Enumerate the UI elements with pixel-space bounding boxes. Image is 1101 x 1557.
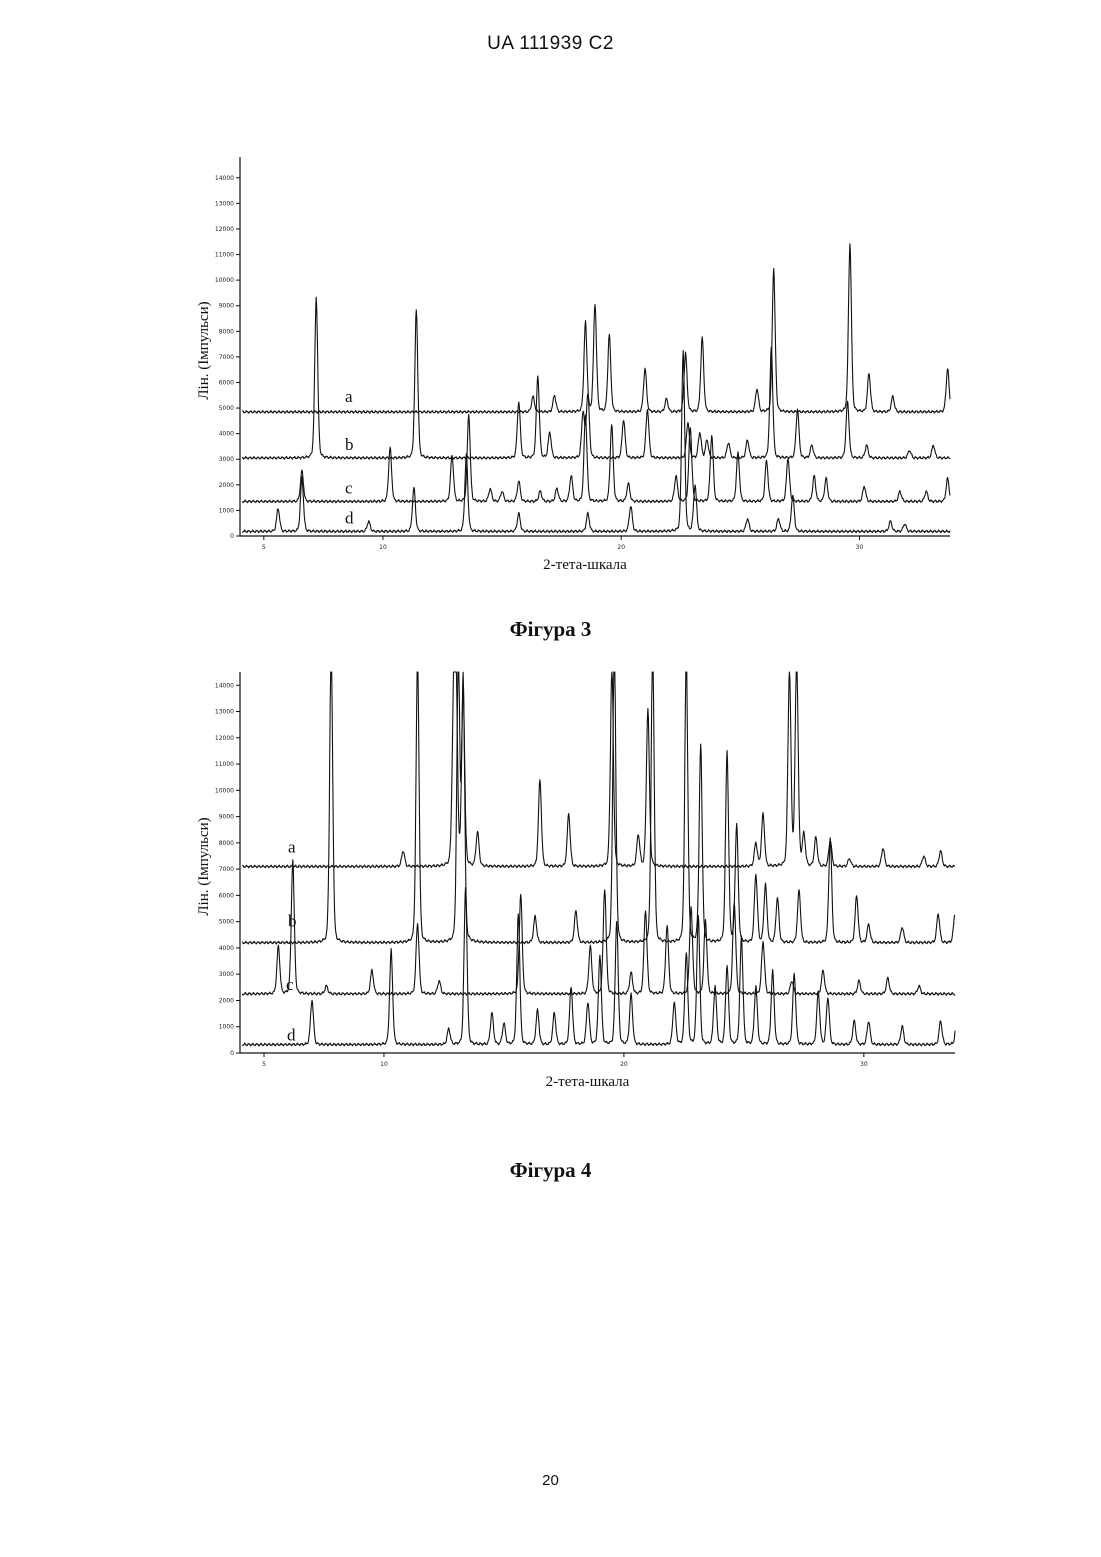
y-tick-label: 0 bbox=[230, 533, 234, 540]
y-tick-label: 1000 bbox=[219, 507, 234, 514]
y-tick-label: 5000 bbox=[219, 405, 234, 412]
y-tick-label: 14000 bbox=[215, 175, 234, 182]
series-label-d: d bbox=[287, 1026, 296, 1045]
y-tick-label: 9000 bbox=[219, 303, 234, 310]
x-tick-label: 30 bbox=[856, 544, 864, 551]
series-label-b: b bbox=[345, 435, 354, 454]
page-number: 20 bbox=[0, 1472, 1101, 1489]
x-tick-label: 5 bbox=[262, 1061, 266, 1068]
y-axis-title: Лін. (Імпульси) bbox=[196, 301, 212, 399]
y-tick-label: 11000 bbox=[215, 252, 234, 259]
series-label-c: c bbox=[286, 975, 294, 994]
x-tick-label: 5 bbox=[262, 544, 266, 551]
x-axis-title: 2-тета-шкала bbox=[543, 557, 627, 573]
y-tick-label: 13000 bbox=[215, 709, 234, 716]
document-header: UA 111939 C2 bbox=[0, 33, 1101, 55]
y-tick-label: 3000 bbox=[219, 456, 234, 463]
y-tick-label: 10000 bbox=[215, 277, 234, 284]
series-label-c: c bbox=[345, 478, 353, 497]
y-tick-label: 3000 bbox=[219, 971, 234, 978]
series-label-a: a bbox=[288, 838, 296, 857]
series-line-d bbox=[242, 888, 955, 1047]
y-tick-label: 6000 bbox=[219, 379, 234, 386]
y-tick-label: 8000 bbox=[219, 328, 234, 335]
xrd-chart-figure-4: 0 1000 2000 3000 4000 5000 6000 7000 8000 9000 100… bbox=[0, 665, 1101, 1135]
y-tick-label: 12000 bbox=[215, 226, 234, 233]
y-tick-label: 7000 bbox=[219, 354, 234, 361]
y-tick-label: 5000 bbox=[219, 919, 234, 926]
y-tick-label: 0 bbox=[230, 1050, 234, 1057]
y-tick-label: 10000 bbox=[215, 787, 234, 794]
y-tick-label: 9000 bbox=[219, 814, 234, 821]
series-label-b: b bbox=[288, 912, 297, 931]
x-tick-label: 10 bbox=[379, 544, 387, 551]
y-tick-label: 7000 bbox=[219, 866, 234, 873]
x-axis-title: 2-тета-шкала bbox=[546, 1074, 630, 1090]
x-tick-label: 20 bbox=[620, 1061, 628, 1068]
y-tick-label: 4000 bbox=[219, 431, 234, 438]
y-tick-label: 8000 bbox=[219, 840, 234, 847]
x-tick-label: 20 bbox=[617, 544, 625, 551]
series-label-a: a bbox=[345, 387, 353, 406]
figure-caption-3: Фігура 3 bbox=[0, 617, 1101, 642]
y-tick-label: 13000 bbox=[215, 200, 234, 207]
series-line-b bbox=[242, 672, 955, 944]
x-tick-label: 30 bbox=[860, 1061, 868, 1068]
y-tick-label: 6000 bbox=[219, 892, 234, 899]
series-label-d: d bbox=[345, 508, 354, 527]
y-tick-label: 1000 bbox=[219, 1024, 234, 1031]
y-tick-label: 2000 bbox=[219, 997, 234, 1004]
y-tick-label: 12000 bbox=[215, 735, 234, 742]
y-tick-label: 4000 bbox=[219, 945, 234, 952]
x-tick-label: 10 bbox=[380, 1061, 388, 1068]
y-tick-label: 2000 bbox=[219, 482, 234, 489]
y-tick-label: 11000 bbox=[215, 761, 234, 768]
xrd-chart-figure-3: 0 1000 2000 3000 4000 5000 6000 7000 8000 9000 100… bbox=[0, 140, 1101, 610]
y-tick-label: 14000 bbox=[215, 682, 234, 689]
series-line-a bbox=[242, 672, 955, 868]
y-axis-title: Лін. (Імпульси) bbox=[196, 817, 212, 915]
figure-caption-4: Фігура 4 bbox=[0, 1158, 1101, 1183]
